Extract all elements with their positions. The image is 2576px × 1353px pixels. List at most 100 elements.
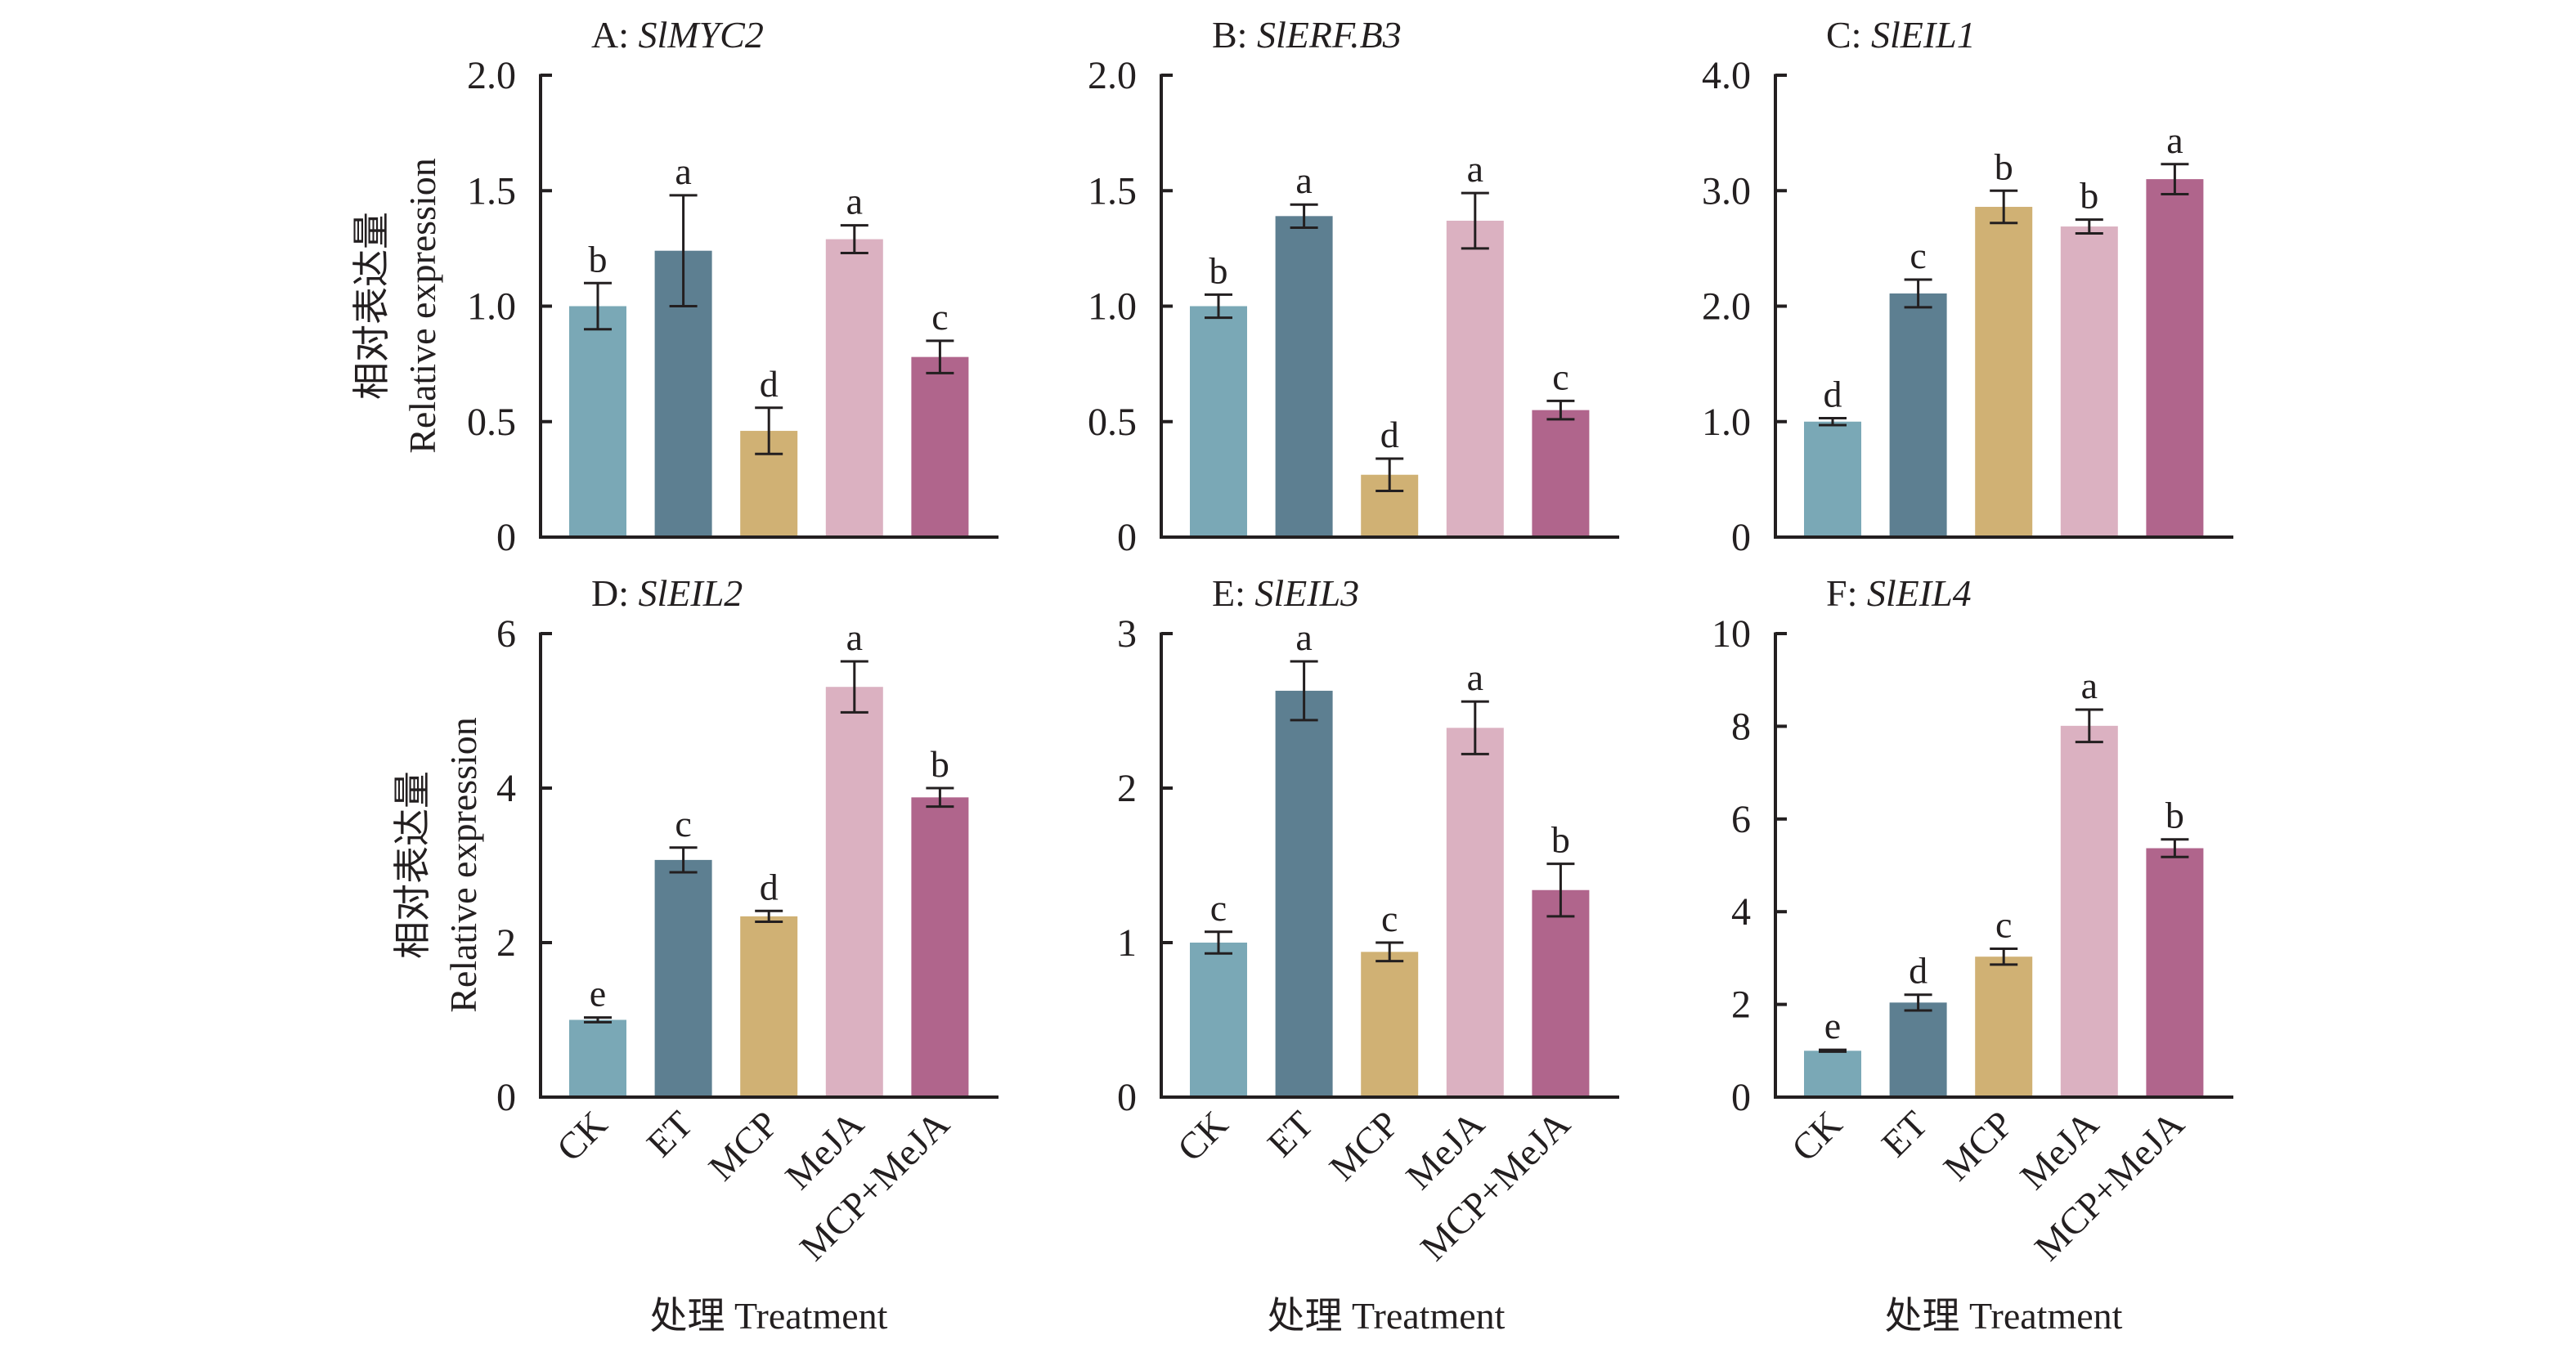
panel-title-gene: SlMYC2 — [639, 14, 764, 56]
error-bar — [584, 1016, 612, 1024]
significance-letter: a — [1295, 159, 1312, 201]
panel-title: F: SlEIL4 — [1826, 572, 1972, 614]
significance-letter: b — [931, 743, 949, 785]
y-tick-label: 0.5 — [467, 401, 516, 444]
y-tick-label: 0 — [1731, 516, 1751, 559]
panel-title-gene: SlEIL3 — [1254, 572, 1359, 614]
significance-letter: b — [2080, 175, 2098, 217]
y-tick-label: 6 — [1731, 798, 1751, 841]
error-bar — [1546, 862, 1575, 918]
bar-ck — [1190, 306, 1247, 537]
bar-meja — [825, 687, 883, 1097]
x-tick-label: MCP — [1321, 1103, 1407, 1189]
significance-letter: a — [1295, 616, 1312, 658]
bar-ck — [1804, 421, 1861, 537]
bar-meja — [2060, 725, 2118, 1097]
bar-mcp — [740, 916, 798, 1097]
significance-letter: e — [590, 973, 606, 1015]
panel-title: D: SlEIL2 — [591, 572, 743, 614]
bar-mcp — [1361, 952, 1419, 1097]
significance-letter: a — [846, 181, 863, 222]
error-bar — [1205, 930, 1232, 955]
significance-letter: b — [1995, 146, 2013, 187]
error-bar — [1904, 993, 1932, 1012]
y-tick-label: 0 — [496, 1076, 516, 1119]
ylabel-cn: 相对表达量 — [392, 771, 433, 959]
bar-mcp-meja — [911, 356, 969, 537]
bar-mcp-meja — [1532, 410, 1590, 537]
x-tick-label: CK — [1169, 1103, 1236, 1169]
y-tick-label: 1.5 — [1088, 169, 1137, 213]
significance-letter: d — [1909, 950, 1928, 992]
bar-et — [1275, 690, 1333, 1097]
panel-c: C: SlEIL1 d c b b a 0 1.0 2.0 3.0 4.0 — [1702, 14, 2233, 559]
x-tick-label: MCP — [700, 1103, 786, 1189]
y-tick-label: 3.0 — [1702, 169, 1751, 213]
x-tick-label: ET — [1259, 1103, 1322, 1165]
error-bar — [669, 846, 698, 874]
y-tick-label: 0 — [1117, 1076, 1137, 1119]
significance-letter: b — [589, 238, 608, 280]
xlabel-col-1: 处理 Treatment — [650, 1295, 888, 1337]
panel-title: B: SlERF.B3 — [1212, 14, 1402, 56]
panel-title-gene: SlERF.B3 — [1257, 14, 1402, 56]
bar-meja — [1446, 220, 1504, 537]
panel-title-prefix: A: — [591, 14, 639, 56]
y-tick-label: 6 — [496, 612, 516, 656]
bar-mcp — [1975, 207, 2033, 537]
x-tick-label: CK — [549, 1103, 615, 1169]
y-tick-label: 10 — [1712, 612, 1751, 656]
y-tick-label: 3 — [1117, 612, 1137, 656]
x-tick-label: ET — [639, 1103, 701, 1165]
x-tick-label: CK — [1784, 1103, 1850, 1169]
bar-mcp — [1975, 957, 2033, 1097]
panel-title-gene: SlEIL1 — [1871, 14, 1976, 56]
bar-ck — [569, 306, 626, 537]
significance-letter: a — [2081, 665, 2098, 706]
y-tick-label: 1.0 — [1088, 285, 1137, 329]
error-bar — [1819, 417, 1847, 427]
error-bar — [840, 224, 868, 255]
y-tick-label: 1.0 — [467, 285, 516, 329]
y-tick-label: 0 — [496, 516, 516, 559]
bar-et — [1889, 1002, 1947, 1097]
panel-a: A: SlMYC2 b a d a c 0 0.5 1.0 1.5 2.0 — [467, 14, 999, 559]
error-bar — [1546, 399, 1575, 421]
bar-mcp-meja — [911, 797, 969, 1097]
ylabel-cn: 相对表达量 — [351, 212, 393, 400]
bar-ck — [1804, 1051, 1861, 1097]
significance-letter: c — [1210, 887, 1227, 929]
error-bar — [2161, 163, 2189, 195]
significance-letter: b — [1209, 249, 1228, 291]
bar-et — [1275, 216, 1333, 537]
bar-et — [654, 859, 712, 1097]
significance-letter: a — [675, 150, 691, 192]
panel-title-gene: SlEIL4 — [1867, 572, 1972, 614]
panel-title: C: SlEIL1 — [1826, 14, 1976, 56]
significance-letter: c — [1910, 235, 1926, 276]
significance-letter: a — [1467, 656, 1483, 698]
panel-title-prefix: B: — [1212, 14, 1257, 56]
error-bar — [1290, 660, 1318, 722]
error-bar — [755, 406, 783, 455]
bar-ck — [569, 1019, 626, 1097]
panel-title-prefix: F: — [1826, 572, 1867, 614]
error-bar — [840, 660, 868, 714]
y-tick-label: 2 — [1117, 767, 1137, 810]
panel-title-prefix: C: — [1826, 14, 1871, 56]
error-bar — [1376, 457, 1404, 492]
panel-title: E: SlEIL3 — [1212, 572, 1359, 614]
significance-letter: a — [2166, 119, 2183, 161]
significance-letter: d — [760, 866, 779, 907]
x-tick-label: ET — [1874, 1103, 1936, 1165]
y-tick-label: 1.5 — [467, 169, 516, 213]
error-bar — [1290, 203, 1318, 229]
ylabel-en: Relative expression — [442, 717, 484, 1013]
bar-meja — [2060, 226, 2118, 537]
y-tick-label: 0.5 — [1088, 401, 1137, 444]
y-tick-label: 4 — [1731, 890, 1751, 934]
ylabel-en: Relative expression — [402, 158, 443, 454]
